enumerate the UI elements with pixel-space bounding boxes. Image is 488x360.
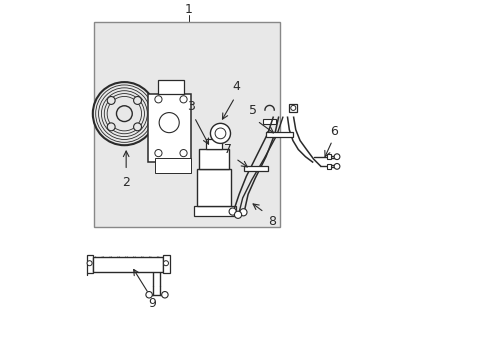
Circle shape	[133, 123, 141, 131]
Text: 4: 4	[232, 80, 240, 93]
Bar	[206, 139, 222, 149]
Circle shape	[234, 211, 241, 219]
Text: 8: 8	[268, 215, 276, 228]
Circle shape	[228, 208, 236, 215]
Circle shape	[116, 106, 132, 122]
Circle shape	[163, 261, 168, 266]
Circle shape	[155, 149, 162, 157]
Text: 9: 9	[148, 297, 156, 310]
Circle shape	[159, 113, 179, 133]
Circle shape	[215, 128, 225, 139]
Bar	[326, 164, 330, 169]
Circle shape	[145, 292, 152, 298]
Bar	[155, 158, 190, 173]
Bar	[158, 80, 183, 94]
Circle shape	[162, 292, 168, 298]
Circle shape	[333, 163, 339, 169]
Bar	[163, 255, 169, 273]
Bar	[244, 166, 267, 171]
Circle shape	[239, 209, 246, 216]
Bar	[147, 94, 190, 162]
Circle shape	[133, 96, 141, 104]
Circle shape	[210, 123, 230, 143]
Text: 6: 6	[329, 125, 337, 138]
Circle shape	[290, 105, 295, 111]
Circle shape	[333, 154, 339, 159]
Bar	[265, 132, 292, 137]
Circle shape	[87, 261, 92, 266]
Bar	[194, 206, 235, 216]
Bar	[199, 149, 229, 168]
Text: 7: 7	[224, 143, 231, 156]
Bar	[289, 104, 297, 112]
Circle shape	[93, 82, 156, 145]
Circle shape	[180, 96, 187, 103]
Text: 3: 3	[187, 100, 195, 113]
Circle shape	[155, 96, 162, 103]
Circle shape	[107, 96, 115, 104]
Bar	[94, 22, 280, 226]
Bar	[263, 119, 276, 124]
Circle shape	[107, 123, 115, 131]
Bar	[326, 154, 330, 159]
Text: 5: 5	[249, 104, 257, 117]
Text: 2: 2	[122, 176, 130, 189]
Bar	[196, 168, 230, 206]
Bar	[93, 257, 163, 272]
Bar	[86, 255, 93, 273]
Circle shape	[180, 149, 187, 157]
Text: 1: 1	[184, 3, 192, 16]
